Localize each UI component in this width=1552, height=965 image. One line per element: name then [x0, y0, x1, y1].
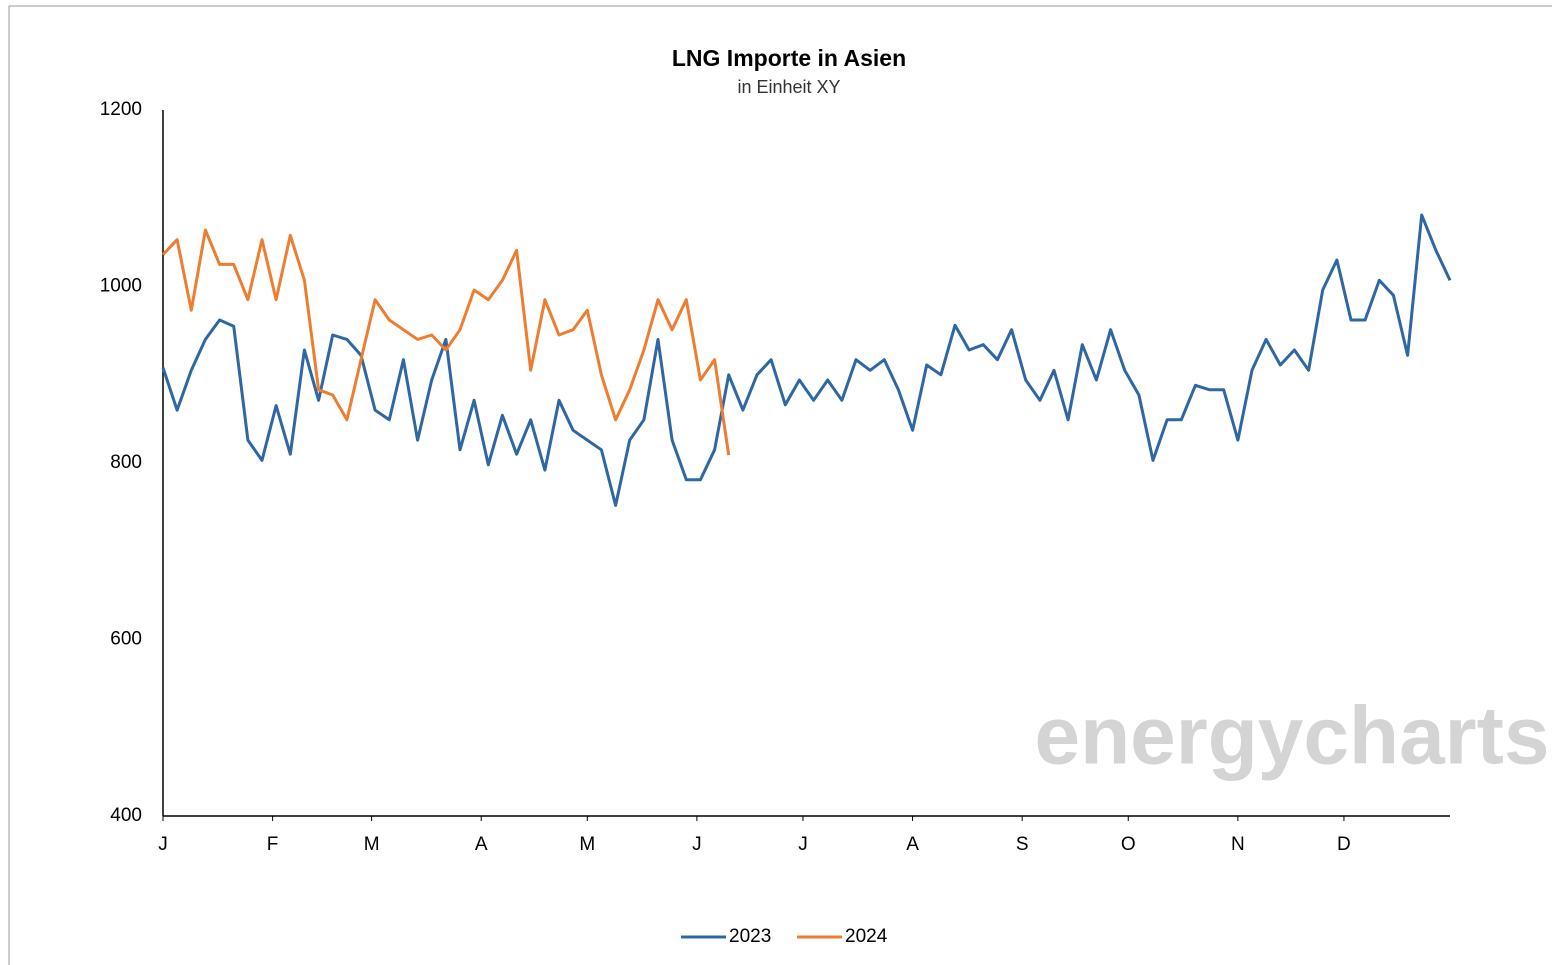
- chart-subtitle: in Einheit XY: [737, 77, 840, 97]
- x-tick-label: M: [364, 834, 380, 855]
- y-tick-label: 400: [110, 805, 142, 826]
- frame: [8, 5, 1552, 965]
- y-tick-label: 800: [110, 452, 142, 473]
- x-tick-label: A: [906, 834, 919, 855]
- x-tick-label: J: [692, 834, 702, 855]
- x-tick-label: O: [1121, 834, 1136, 855]
- watermark: energycharts: [1034, 691, 1549, 782]
- x-tick-label: J: [158, 834, 168, 855]
- x-tick-label: F: [267, 834, 279, 855]
- legend-label: 2024: [845, 926, 888, 947]
- legend-label: 2023: [729, 926, 771, 947]
- x-tick-label: S: [1016, 834, 1029, 855]
- x-tick-label: A: [475, 834, 488, 855]
- x-tick-label: D: [1337, 834, 1351, 855]
- y-tick-label: 1200: [100, 99, 142, 120]
- chart-title: LNG Importe in Asien: [672, 45, 906, 71]
- series-line: [161, 228, 731, 456]
- y-tick-label: 600: [110, 629, 142, 650]
- x-tick-label: N: [1231, 834, 1245, 855]
- x-tick-label: J: [798, 834, 808, 855]
- series-line: [161, 213, 1452, 507]
- y-tick-label: 1000: [100, 276, 142, 297]
- x-tick-label: M: [579, 834, 595, 855]
